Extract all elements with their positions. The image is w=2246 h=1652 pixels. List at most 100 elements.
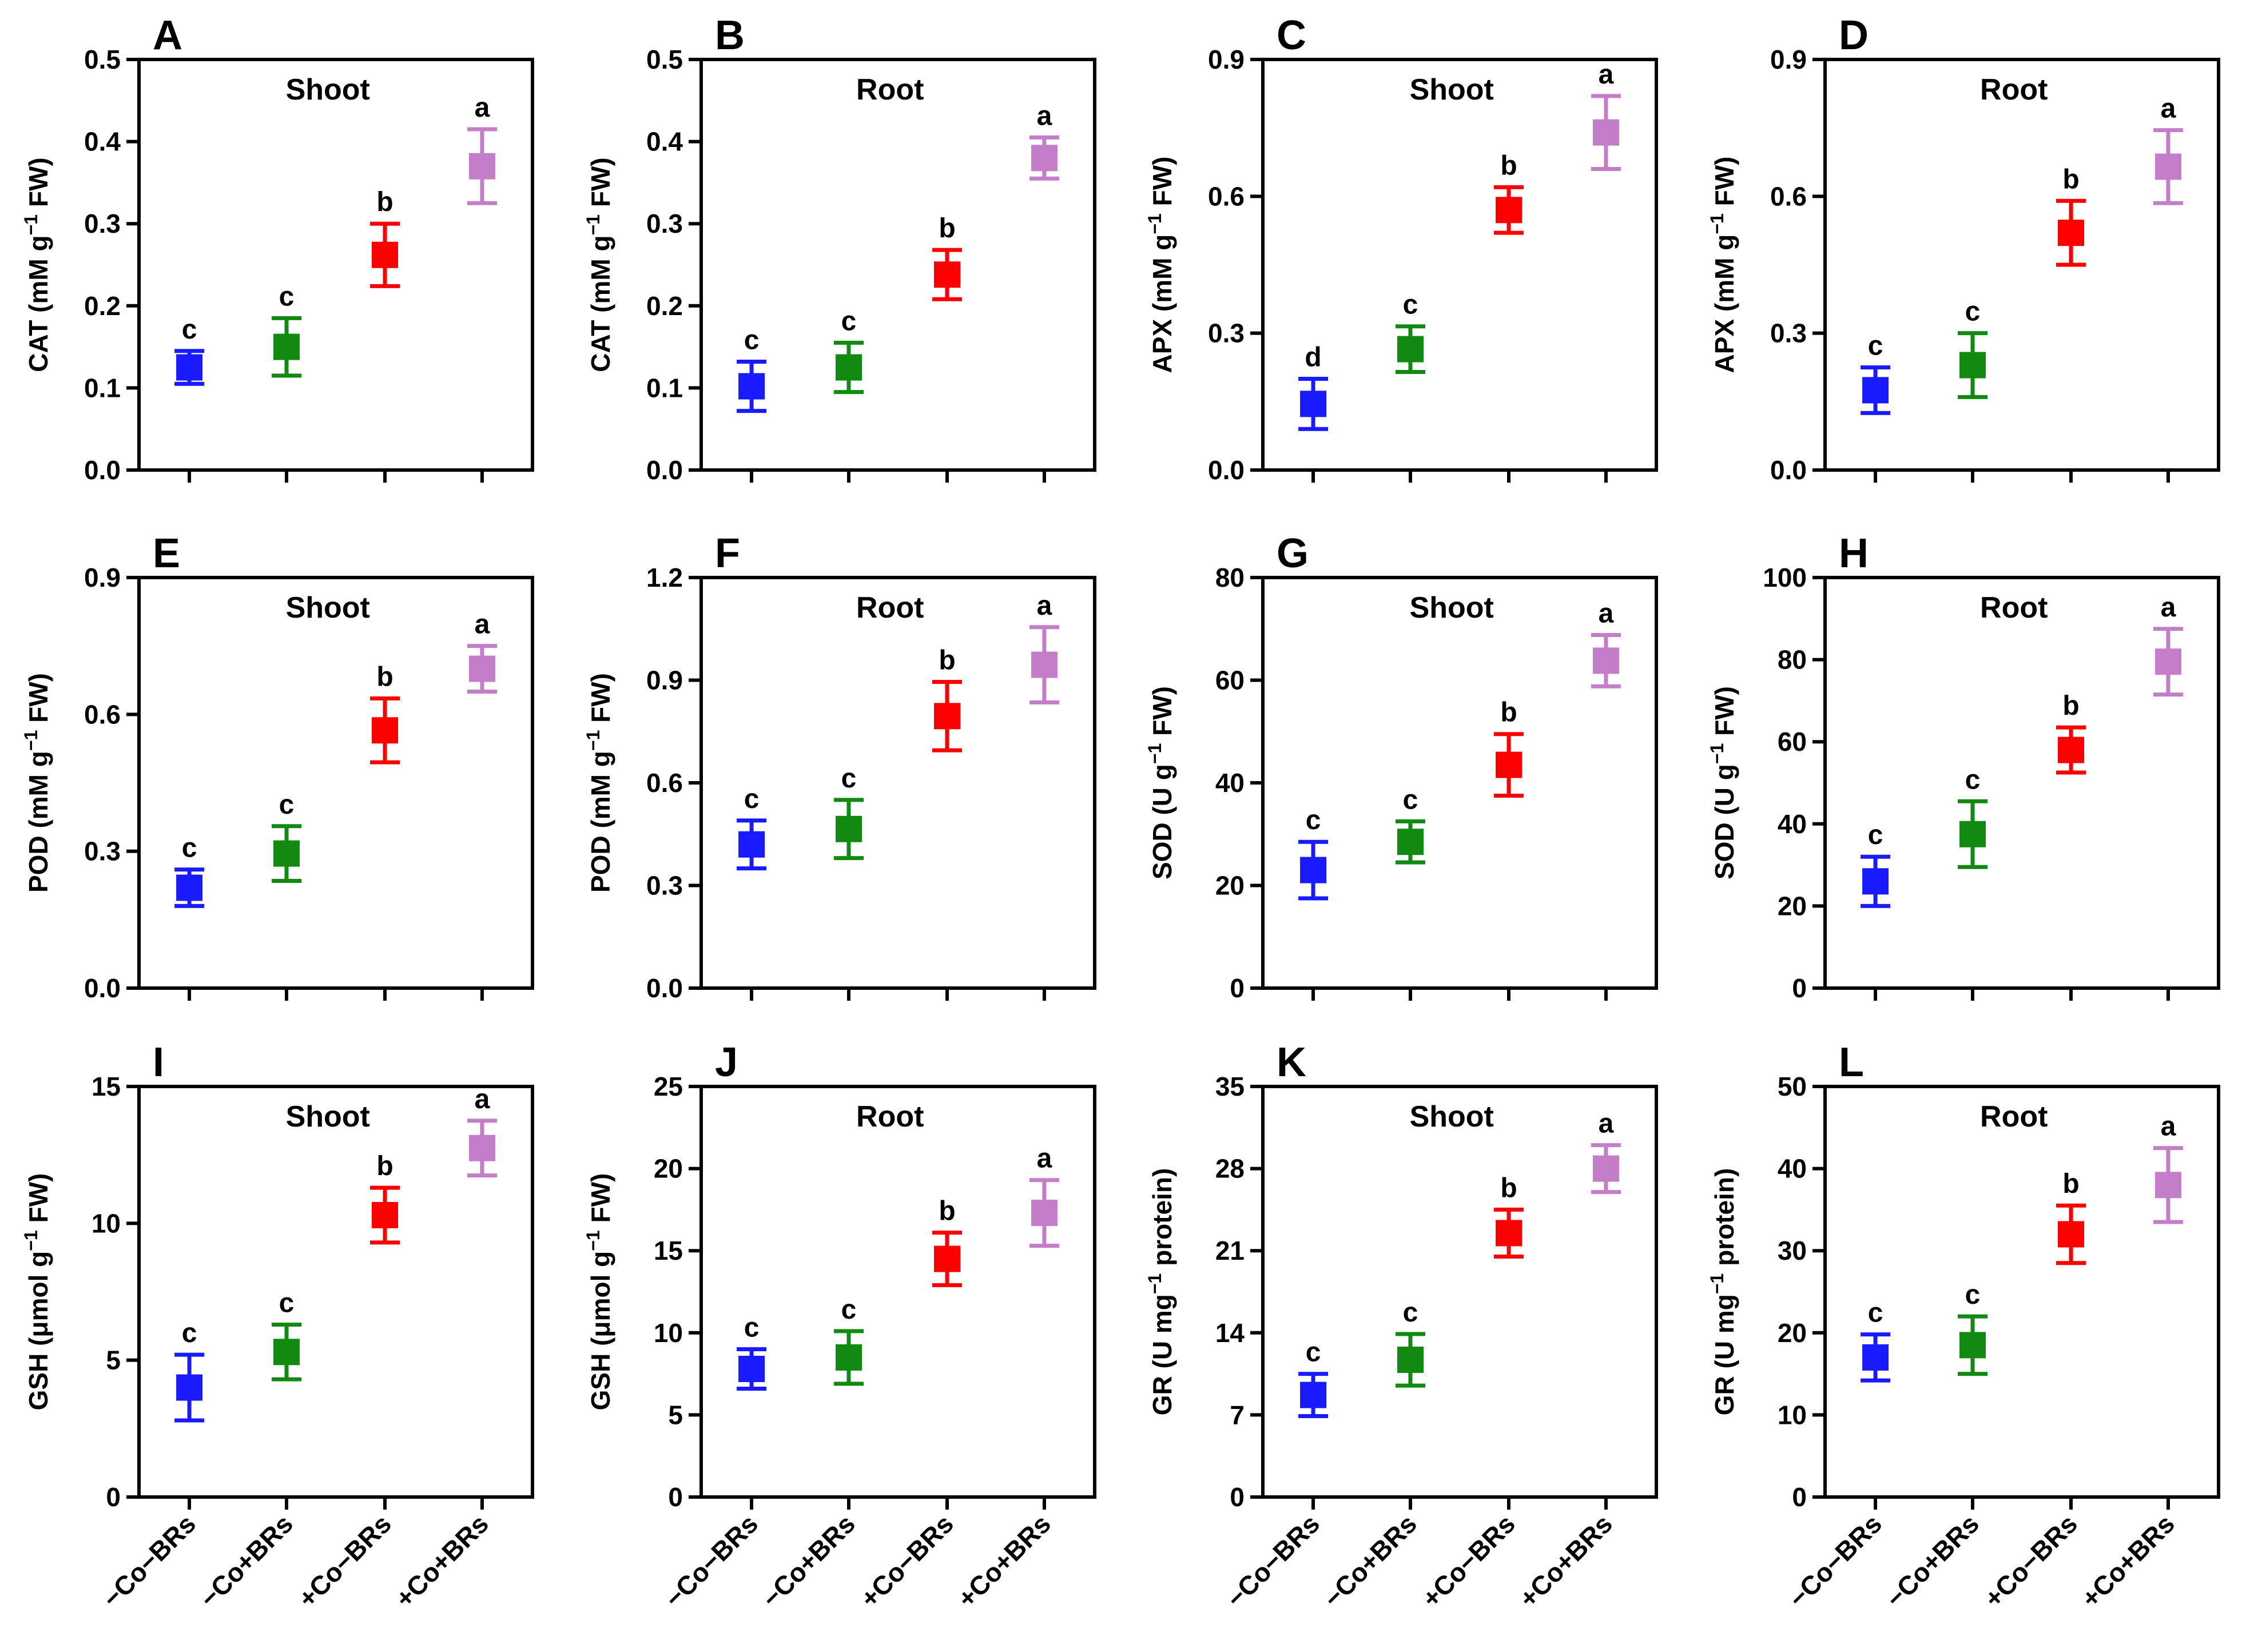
y-tick-label: 0.5: [646, 45, 683, 74]
data-point: [1496, 197, 1522, 224]
x-category-label: +Co+BRs: [2076, 1508, 2180, 1613]
y-axis-label-tail: FW): [586, 1173, 615, 1231]
data-point: [836, 815, 862, 842]
y-axis-label-superscript: −1: [583, 214, 603, 235]
data-point: [2058, 737, 2084, 763]
significance-letter: a: [475, 610, 490, 640]
significance-letter: b: [1500, 1173, 1517, 1203]
panel-title: Root: [1980, 591, 2048, 624]
panel-i: I Shoot 0 5 10 15 GSH (μmol g−1 FW) c −Co−BRs c −C…: [21, 1040, 534, 1613]
significance-letter: c: [841, 1295, 857, 1325]
data-point: [273, 840, 300, 867]
data-point: [468, 153, 495, 180]
y-tick-label: 0.1: [84, 373, 121, 403]
data-point: [934, 1245, 960, 1272]
plot-frame: [1823, 576, 2220, 990]
plot-frame: [699, 1085, 1096, 1499]
y-tick-label: 0: [1792, 973, 1807, 1003]
y-tick-label: 0.6: [1208, 181, 1245, 211]
panel-letter: G: [1277, 531, 1309, 576]
data-point: [1959, 821, 1986, 847]
data-point: [2154, 1172, 2181, 1199]
y-axis-label-superscript: −1: [1144, 1273, 1165, 1294]
data-point: [1300, 391, 1327, 417]
plot-frame: [137, 1085, 534, 1499]
y-axis-label: POD (mM g−1 FW): [21, 673, 53, 893]
data-point: [1300, 857, 1327, 883]
y-axis-label-tail: protein): [1710, 1168, 1739, 1273]
panel-letter: L: [1839, 1040, 1864, 1085]
y-axis-label-main: CAT (mM g: [586, 235, 615, 372]
plot-frame: [699, 58, 1096, 472]
x-category-label: +Co+BRs: [952, 1508, 1056, 1613]
data-point: [1862, 377, 1889, 404]
y-axis-label: CAT (mM g−1 FW): [583, 157, 615, 372]
y-tick-label: 0.9: [646, 666, 683, 695]
panel-title: Root: [856, 1100, 924, 1133]
significance-letter: a: [2161, 592, 2176, 623]
data-point: [738, 1355, 765, 1382]
y-axis-label-tail: FW): [1147, 686, 1177, 743]
significance-letter: b: [2062, 1169, 2079, 1199]
y-axis-label: POD (mM g−1 FW): [583, 673, 615, 893]
data-point: [468, 1134, 495, 1161]
significance-letter: c: [279, 1288, 295, 1318]
plot-frame: [699, 576, 1096, 990]
data-point: [1592, 647, 1619, 674]
data-point: [2154, 648, 2181, 675]
y-axis-label-tail: protein): [1147, 1168, 1177, 1273]
y-axis-label: SOD (U g−1 FW): [1144, 686, 1177, 879]
y-axis-label-superscript: −1: [1144, 213, 1165, 234]
significance-letter: a: [2161, 1112, 2176, 1142]
x-category-label: −Co+BRs: [194, 1508, 299, 1613]
data-point: [1592, 1155, 1619, 1182]
significance-letter: c: [1306, 805, 1321, 835]
data-point: [2058, 1221, 2084, 1248]
x-category-label: +Co−BRs: [292, 1508, 397, 1613]
significance-letter: c: [279, 790, 295, 820]
y-tick-label: 100: [1763, 563, 1807, 592]
y-axis-label-superscript: −1: [583, 1230, 603, 1251]
y-axis-label: APX (mM g−1 FW): [1707, 157, 1739, 373]
y-axis-label-superscript: −1: [21, 730, 41, 751]
panel-d: D Root 0.0 0.3 0.6 0.9 APX (mM g−1 FW) c c b a: [1707, 13, 2220, 485]
y-axis-label-tail: FW): [23, 157, 53, 214]
significance-letter: c: [279, 281, 295, 312]
y-tick-label: 0.0: [646, 455, 683, 485]
panel-letter: F: [715, 531, 740, 576]
y-tick-label: 0.0: [84, 455, 121, 485]
y-axis-label-superscript: −1: [1144, 743, 1165, 764]
significance-letter: c: [1403, 290, 1418, 320]
data-point: [934, 703, 960, 730]
data-point: [273, 333, 300, 360]
y-axis-label-superscript: −1: [1707, 213, 1727, 234]
data-point: [1592, 119, 1619, 146]
data-point: [1496, 1220, 1522, 1247]
plot-frame: [1261, 58, 1658, 472]
significance-letter: c: [1403, 785, 1418, 815]
data-point: [836, 354, 862, 381]
data-point: [1862, 1344, 1889, 1371]
significance-letter: c: [1403, 1297, 1418, 1328]
panel-g: G Shoot 0 20 40 60 80 SOD (U g−1 FW) c c b a: [1144, 531, 1658, 1003]
significance-letter: c: [182, 833, 197, 863]
significance-letter: b: [1500, 698, 1517, 728]
y-tick-label: 5: [668, 1400, 683, 1430]
data-point: [1300, 1382, 1327, 1408]
panel-c: C Shoot 0.0 0.3 0.6 0.9 APX (mM g−1 FW) d c b a: [1144, 13, 1658, 485]
data-point: [2058, 220, 2084, 246]
significance-letter: a: [1037, 1144, 1052, 1174]
y-axis-label-superscript: −1: [21, 1230, 41, 1251]
x-category-label: +Co−BRs: [854, 1508, 959, 1613]
significance-letter: b: [376, 662, 393, 692]
y-tick-label: 0.9: [84, 563, 121, 592]
significance-letter: d: [1305, 342, 1321, 372]
y-tick-label: 20: [1215, 871, 1245, 901]
y-tick-label: 0: [1230, 1482, 1245, 1512]
y-axis-label-tail: FW): [23, 673, 53, 730]
panel-l: L Root 0 10 20 30 40 50 GR (U mg−1 protein) c −Co−…: [1707, 1040, 2220, 1613]
y-axis-label: GR (U mg−1 protein): [1144, 1168, 1177, 1416]
y-axis-label-tail: FW): [1147, 157, 1177, 214]
data-point: [468, 655, 495, 682]
y-axis-label-main: POD (mM g: [586, 751, 615, 893]
